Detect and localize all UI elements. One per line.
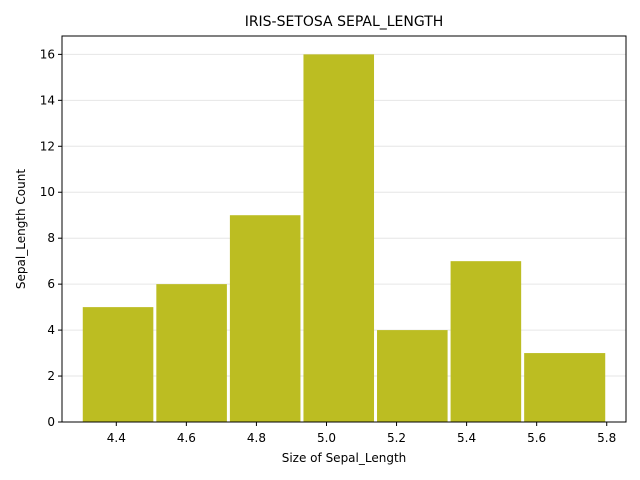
x-tick-label: 5.0 bbox=[317, 431, 336, 445]
x-tick-label: 5.6 bbox=[527, 431, 546, 445]
y-axis-ticks: 0 2 4 6 8 10 12 14 16 bbox=[40, 47, 62, 429]
x-axis-ticks: 4.4 4.6 4.8 5.0 5.2 5.4 5.6 5.8 bbox=[107, 422, 616, 445]
bar bbox=[156, 284, 227, 422]
bar bbox=[377, 330, 448, 422]
y-tick-label: 10 bbox=[40, 185, 55, 199]
bar bbox=[524, 353, 606, 422]
plot-frame bbox=[61, 35, 627, 423]
bar bbox=[82, 307, 154, 422]
chart-title: IRIS-SETOSA SEPAL_LENGTH bbox=[245, 14, 444, 30]
y-tick-label: 2 bbox=[47, 369, 55, 383]
bar bbox=[229, 215, 301, 422]
x-axis-label: Size of Sepal_Length bbox=[282, 451, 407, 465]
y-tick-label: 0 bbox=[47, 415, 55, 429]
bar bbox=[303, 54, 375, 422]
y-tick-label: 4 bbox=[47, 323, 55, 337]
bar bbox=[450, 261, 522, 422]
bars bbox=[82, 54, 606, 422]
y-axis-label: Sepal_Length Count bbox=[14, 169, 28, 289]
x-tick-label: 4.4 bbox=[107, 431, 126, 445]
y-tick-label: 8 bbox=[47, 231, 55, 245]
y-tick-label: 14 bbox=[40, 93, 55, 107]
x-tick-label: 4.6 bbox=[177, 431, 196, 445]
y-tick-label: 6 bbox=[47, 277, 55, 291]
x-tick-label: 5.8 bbox=[597, 431, 616, 445]
y-tick-label: 12 bbox=[40, 139, 55, 153]
x-tick-label: 4.8 bbox=[247, 431, 266, 445]
y-tick-label: 16 bbox=[40, 47, 55, 61]
x-tick-label: 5.2 bbox=[387, 431, 406, 445]
x-tick-label: 5.4 bbox=[457, 431, 476, 445]
